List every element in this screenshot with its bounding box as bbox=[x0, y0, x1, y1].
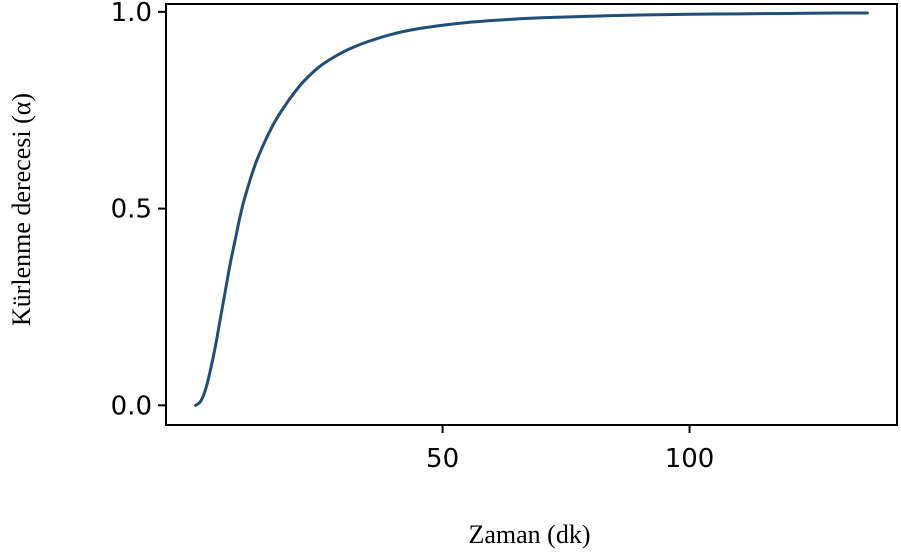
x-axis-label: Zaman (dk) bbox=[468, 520, 590, 549]
series-layer bbox=[194, 11, 869, 407]
y-tick-label: 1.0 bbox=[111, 0, 152, 28]
plot-area bbox=[165, 3, 898, 426]
x-tick-label: 100 bbox=[665, 444, 715, 474]
x-axis: 50 100 bbox=[426, 425, 714, 474]
plot-frame bbox=[165, 3, 898, 426]
x-tick-label: 50 bbox=[426, 444, 459, 474]
y-axis-label: Kürlenme derecesi (α) bbox=[7, 93, 36, 326]
y-tick-label: 0.5 bbox=[111, 195, 152, 225]
series-line bbox=[194, 11, 869, 407]
y-tick-label: 0.0 bbox=[111, 391, 152, 421]
y-axis: 0.0 0.5 1.0 bbox=[111, 0, 166, 421]
